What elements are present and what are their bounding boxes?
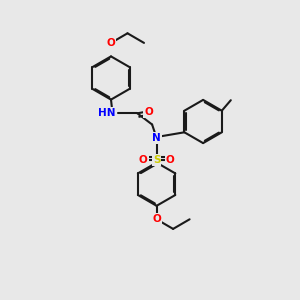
Text: HN: HN [98,108,116,118]
Text: O: O [166,154,175,165]
Text: O: O [152,214,161,224]
Text: O: O [144,106,153,117]
Text: O: O [139,154,148,165]
Text: N: N [152,133,161,143]
Text: S: S [153,154,160,165]
Text: O: O [106,38,116,48]
